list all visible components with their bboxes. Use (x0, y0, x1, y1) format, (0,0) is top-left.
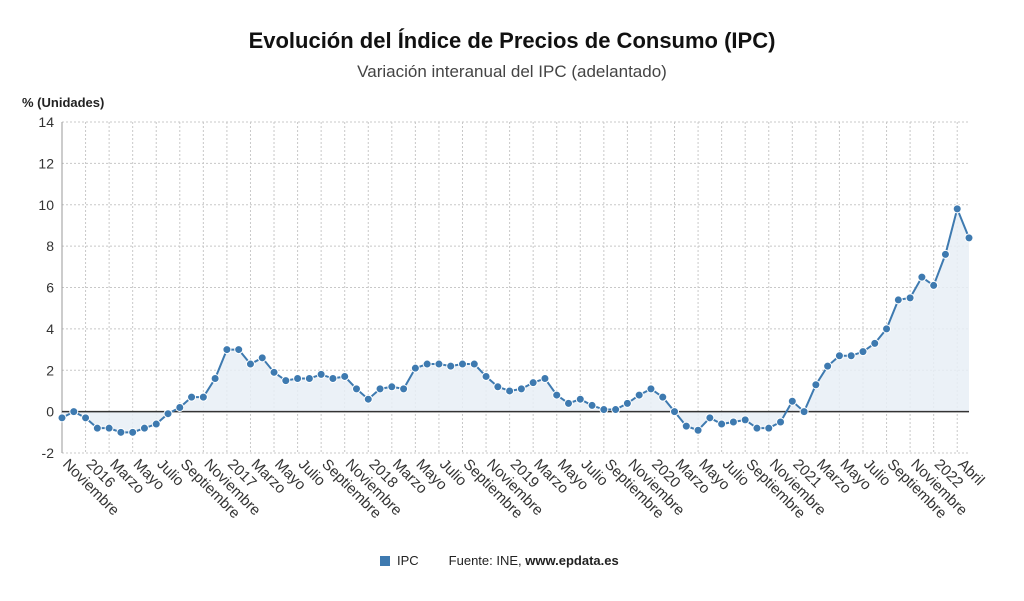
data-point-ipc[interactable] (658, 392, 668, 402)
data-point-ipc[interactable] (917, 272, 927, 282)
source-prefix: Fuente: INE, (448, 553, 526, 568)
data-point-ipc[interactable] (893, 295, 903, 305)
chart-subtitle: Variación interanual del IPC (adelantado… (357, 62, 667, 81)
data-point-ipc[interactable] (776, 417, 786, 427)
data-point-ipc[interactable] (340, 371, 350, 381)
data-point-ipc[interactable] (163, 409, 173, 419)
data-point-ipc[interactable] (175, 402, 185, 412)
y-tick-label: 2 (46, 362, 54, 378)
y-tick-label: 14 (38, 114, 54, 130)
data-point-ipc[interactable] (375, 384, 385, 394)
data-point-ipc[interactable] (128, 427, 138, 437)
data-point-ipc[interactable] (269, 367, 279, 377)
data-point-ipc[interactable] (187, 392, 197, 402)
y-axis-unit-label: % (Unidades) (22, 95, 105, 110)
y-tick-label: 10 (38, 197, 54, 213)
data-point-ipc[interactable] (210, 374, 220, 384)
data-point-ipc[interactable] (516, 384, 526, 394)
data-point-ipc[interactable] (611, 405, 621, 415)
data-point-ipc[interactable] (717, 419, 727, 429)
data-point-ipc[interactable] (787, 396, 797, 406)
legend-swatch-ipc[interactable] (380, 555, 390, 566)
data-point-ipc[interactable] (940, 249, 950, 259)
data-point-ipc[interactable] (198, 392, 208, 402)
data-point-ipc[interactable] (245, 359, 255, 369)
data-point-ipc[interactable] (811, 380, 821, 390)
data-point-ipc[interactable] (540, 374, 550, 384)
data-point-ipc[interactable] (740, 415, 750, 425)
data-point-ipc[interactable] (81, 413, 91, 423)
data-point-ipc[interactable] (882, 324, 892, 334)
data-point-ipc[interactable] (799, 407, 809, 417)
data-point-ipc[interactable] (116, 427, 126, 437)
data-point-ipc[interactable] (846, 351, 856, 361)
data-point-ipc[interactable] (575, 394, 585, 404)
data-point-ipc[interactable] (328, 374, 338, 384)
data-point-ipc[interactable] (446, 361, 456, 371)
data-point-ipc[interactable] (634, 390, 644, 400)
data-point-ipc[interactable] (104, 423, 114, 433)
data-point-ipc[interactable] (139, 423, 149, 433)
data-point-ipc[interactable] (69, 407, 79, 417)
data-point-ipc[interactable] (304, 374, 314, 384)
data-point-ipc[interactable] (646, 384, 656, 394)
data-point-ipc[interactable] (599, 405, 609, 415)
data-point-ipc[interactable] (410, 363, 420, 373)
y-tick-label: 4 (46, 321, 54, 337)
source-site: www.epdata.es (525, 553, 619, 568)
data-point-ipc[interactable] (587, 400, 597, 410)
data-point-ipc[interactable] (670, 407, 680, 417)
data-point-ipc[interactable] (481, 371, 491, 381)
data-point-ipc[interactable] (728, 417, 738, 427)
data-point-ipc[interactable] (622, 398, 632, 408)
data-point-ipc[interactable] (693, 425, 703, 435)
legend: IPC Fuente: INE, www.epdata.es (380, 553, 619, 568)
data-point-ipc[interactable] (764, 423, 774, 433)
data-point-ipc[interactable] (705, 413, 715, 423)
data-point-ipc[interactable] (92, 423, 102, 433)
chart-title: Evolución del Índice de Precios de Consu… (248, 28, 776, 53)
data-point-ipc[interactable] (681, 421, 691, 431)
data-point-ipc[interactable] (823, 361, 833, 371)
data-point-ipc[interactable] (151, 419, 161, 429)
data-point-ipc[interactable] (422, 359, 432, 369)
data-point-ipc[interactable] (834, 351, 844, 361)
data-point-ipc[interactable] (281, 376, 291, 386)
data-point-ipc[interactable] (964, 233, 974, 243)
source-credit: Fuente: INE, www.epdata.es (449, 553, 619, 568)
data-point-ipc[interactable] (905, 293, 915, 303)
data-point-ipc[interactable] (434, 359, 444, 369)
data-point-ipc[interactable] (316, 369, 326, 379)
data-point-ipc[interactable] (952, 204, 962, 214)
data-point-ipc[interactable] (552, 390, 562, 400)
data-point-ipc[interactable] (257, 353, 267, 363)
data-point-ipc[interactable] (929, 280, 939, 290)
data-point-ipc[interactable] (387, 382, 397, 392)
data-point-ipc[interactable] (493, 382, 503, 392)
y-tick-label: 8 (46, 238, 54, 254)
data-point-ipc[interactable] (752, 423, 762, 433)
data-point-ipc[interactable] (293, 374, 303, 384)
data-point-ipc[interactable] (564, 398, 574, 408)
data-point-ipc[interactable] (469, 359, 479, 369)
y-tick-label: -2 (42, 445, 55, 461)
y-tick-label: 12 (38, 155, 54, 171)
data-point-ipc[interactable] (870, 338, 880, 348)
data-point-ipc[interactable] (222, 345, 232, 355)
data-point-ipc[interactable] (234, 345, 244, 355)
y-tick-label: 0 (46, 404, 54, 420)
legend-label-ipc[interactable]: IPC (397, 553, 419, 568)
series-area-ipc (62, 208, 969, 433)
data-point-ipc[interactable] (351, 384, 361, 394)
y-tick-label: 6 (46, 280, 54, 296)
data-point-ipc[interactable] (528, 378, 538, 388)
data-point-ipc[interactable] (457, 359, 467, 369)
data-point-ipc[interactable] (363, 394, 373, 404)
data-point-ipc[interactable] (858, 347, 868, 357)
data-point-ipc[interactable] (57, 413, 67, 423)
data-point-ipc[interactable] (505, 386, 515, 396)
data-point-ipc[interactable] (399, 384, 409, 394)
